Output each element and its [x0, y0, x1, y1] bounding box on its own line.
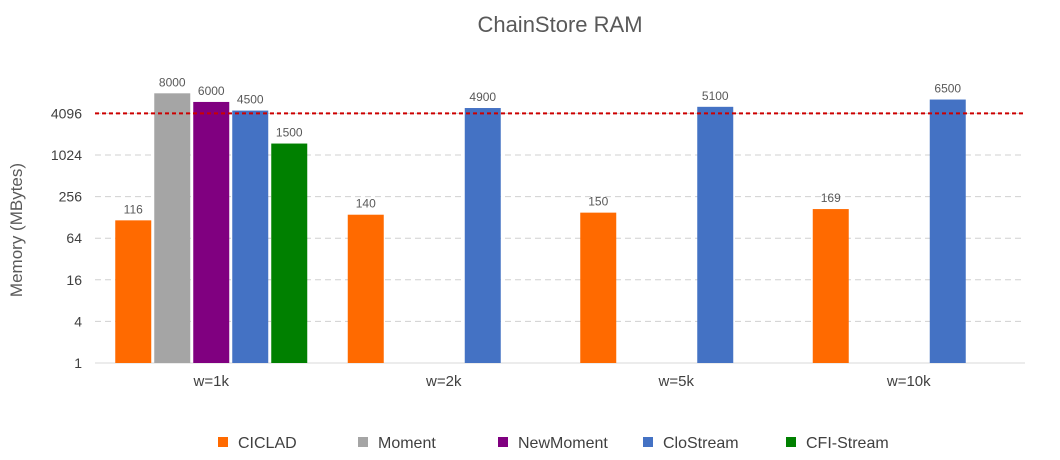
- bar: [464, 108, 501, 364]
- legend-swatch: [218, 437, 228, 447]
- bars: [115, 93, 966, 364]
- y-tick-label: 64: [66, 230, 82, 246]
- bar: [154, 93, 191, 364]
- data-label: 4500: [237, 93, 264, 107]
- bar: [115, 220, 152, 363]
- legend-label: CFI-Stream: [806, 435, 889, 452]
- data-label: 140: [356, 197, 376, 211]
- x-tick-label: w=5k: [658, 373, 695, 390]
- data-label: 169: [821, 191, 841, 205]
- y-axis-label: Memory (MBytes): [7, 163, 26, 297]
- bar: [697, 106, 734, 363]
- y-tick-label: 16: [66, 272, 82, 288]
- bar: [812, 209, 849, 363]
- data-label: 116: [124, 202, 143, 216]
- bar: [580, 212, 617, 363]
- bar: [232, 110, 269, 364]
- data-label: 6000: [198, 84, 225, 98]
- chart-title: ChainStore RAM: [477, 12, 642, 37]
- bar: [929, 99, 966, 363]
- x-tick-label: w=1k: [193, 373, 230, 390]
- bar: [271, 143, 308, 363]
- legend-swatch: [498, 437, 508, 447]
- y-tick-label: 256: [59, 189, 83, 205]
- x-tick-label: w=10k: [886, 373, 931, 390]
- legend-label: CICLAD: [238, 435, 297, 452]
- legend-swatch: [786, 437, 796, 447]
- legend-label: Moment: [378, 435, 436, 452]
- data-label: 8000: [159, 75, 186, 89]
- legend-label: CloStream: [663, 435, 739, 452]
- bar: [193, 101, 230, 364]
- data-labels: 116 8000 6000 4500 1500 140 4900 150 5100 169 6500: [124, 75, 962, 216]
- legend-swatch: [643, 437, 653, 447]
- data-label: 150: [588, 195, 608, 209]
- y-tick-label: 4: [74, 313, 82, 329]
- y-tick-label: 1: [74, 355, 82, 371]
- data-label: 4900: [469, 90, 496, 104]
- legend-label: NewMoment: [518, 435, 608, 452]
- data-label: 1500: [276, 126, 303, 140]
- y-axis-ticks: 1 4 16 64 256 1024 4096: [51, 105, 82, 371]
- x-tick-label: w=2k: [425, 373, 462, 390]
- x-axis-categories: w=1k w=2k w=5k w=10k: [193, 373, 932, 390]
- data-label: 5100: [702, 89, 729, 103]
- bar: [347, 214, 384, 363]
- data-label: 6500: [934, 82, 961, 96]
- y-tick-label: 4096: [51, 105, 82, 121]
- legend-swatch: [358, 437, 368, 447]
- y-tick-label: 1024: [51, 147, 82, 163]
- legend: CICLAD Moment NewMoment CloStream CFI-Stream: [218, 435, 889, 452]
